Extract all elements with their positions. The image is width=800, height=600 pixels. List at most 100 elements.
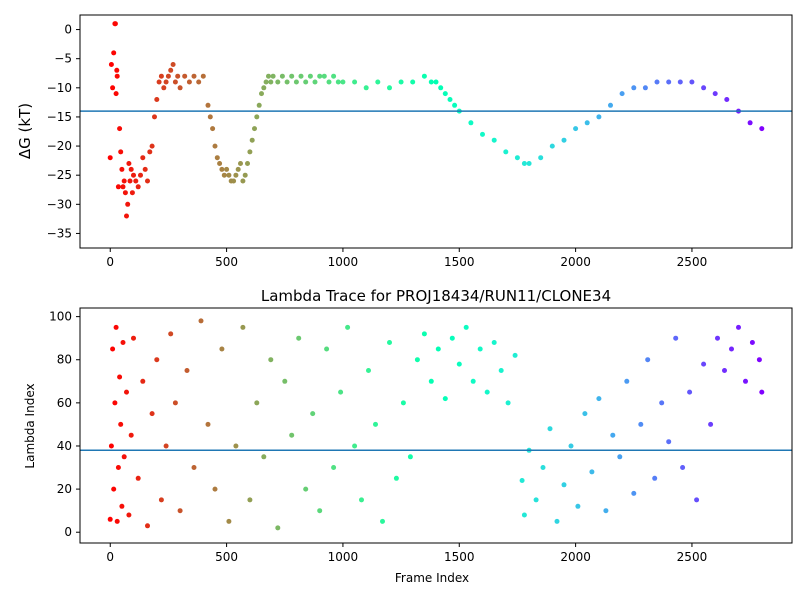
lambda-point	[345, 324, 351, 330]
lambda-point	[659, 400, 665, 406]
lambda-point	[289, 432, 295, 438]
lambda-point	[521, 512, 527, 518]
delta-g-point	[200, 73, 206, 79]
delta-g-point	[177, 85, 183, 91]
delta-g-point	[217, 161, 223, 166]
delta-g-point	[666, 79, 672, 85]
lambda-axes-frame	[79, 307, 793, 544]
lambda-point	[149, 411, 155, 417]
delta-g-x-tick-label: 500	[215, 255, 238, 269]
lambda-point	[736, 324, 741, 330]
lambda-point	[540, 465, 546, 470]
delta-g-point	[135, 184, 141, 190]
delta-g-point	[122, 190, 128, 196]
lambda-point	[694, 497, 700, 503]
delta-g-point	[231, 178, 237, 184]
delta-g-point	[298, 73, 304, 79]
lambda-point	[324, 346, 330, 352]
delta-g-point	[117, 126, 123, 132]
lambda-point	[275, 525, 281, 531]
delta-g-x-tick-label: 2000	[560, 255, 591, 269]
lambda-point	[722, 368, 727, 373]
delta-g-point	[261, 85, 267, 91]
lambda-point	[128, 432, 134, 438]
delta-g-point	[163, 79, 169, 85]
delta-g-point	[326, 79, 332, 85]
lambda-point	[119, 503, 125, 509]
lambda-point	[247, 497, 253, 503]
delta-g-point	[747, 120, 753, 126]
delta-g-point	[108, 62, 114, 67]
lambda-point	[687, 389, 693, 395]
lambda-point	[435, 346, 441, 352]
delta-g-point	[266, 73, 271, 79]
lambda-point	[177, 508, 183, 514]
delta-g-point	[335, 79, 341, 85]
lambda-y-ticks: 0 20 40 60 80 100	[49, 310, 80, 539]
lambda-point	[610, 432, 616, 438]
delta-g-point	[252, 126, 257, 132]
delta-g-point	[129, 190, 135, 196]
lambda-point	[708, 421, 714, 427]
delta-g-point	[521, 161, 527, 166]
lambda-point	[533, 497, 539, 503]
lambda-x-tick-label: 2500	[677, 550, 708, 564]
lambda-point	[421, 331, 427, 337]
lambda-point	[261, 454, 267, 460]
delta-g-point	[107, 155, 113, 161]
delta-g-point	[321, 73, 327, 79]
delta-g-point	[631, 85, 637, 91]
lambda-x-tick-label: 1500	[444, 550, 475, 564]
delta-g-point	[268, 79, 274, 85]
lambda-point	[463, 324, 469, 330]
delta-g-y-tick-label: −30	[47, 197, 72, 211]
lambda-point	[191, 465, 197, 470]
lambda-point	[554, 518, 560, 524]
lambda-point	[120, 340, 126, 345]
lambda-point	[631, 490, 637, 496]
lambda-point	[331, 465, 337, 470]
lambda-point	[645, 357, 651, 363]
delta-g-point	[114, 67, 120, 73]
delta-g-point	[428, 79, 434, 85]
delta-g-y-tick-label: −35	[47, 226, 72, 240]
delta-g-point	[111, 50, 117, 56]
delta-g-point	[170, 62, 176, 67]
lambda-point	[680, 465, 686, 470]
delta-g-point	[154, 97, 160, 102]
delta-g-point	[242, 172, 248, 178]
lambda-y-label: Lambda Index	[23, 383, 37, 468]
lambda-point	[519, 478, 525, 483]
lambda-point	[366, 368, 371, 373]
delta-g-point	[172, 79, 178, 85]
delta-g-point	[284, 79, 290, 85]
delta-g-point	[205, 102, 211, 108]
lambda-point	[749, 340, 755, 345]
delta-g-point	[312, 79, 318, 85]
delta-g-point	[256, 102, 262, 108]
lambda-point	[112, 400, 118, 406]
delta-g-point	[147, 149, 153, 155]
delta-g-point	[503, 149, 509, 155]
lambda-y-tick-label: 40	[57, 439, 72, 453]
lambda-point	[505, 400, 511, 406]
delta-g-y-tick-label: −20	[47, 139, 72, 153]
delta-g-point	[724, 97, 730, 102]
lambda-x-tick-label: 2000	[560, 550, 591, 564]
lambda-point	[547, 426, 553, 432]
delta-g-point	[491, 137, 497, 143]
delta-g-point	[642, 85, 648, 91]
lambda-point	[491, 340, 497, 345]
delta-g-point	[561, 137, 567, 143]
lambda-point	[124, 389, 129, 395]
lambda-points	[107, 318, 765, 531]
delta-g-point	[158, 73, 164, 79]
lambda-point	[589, 469, 595, 475]
delta-g-x-tick-label: 0	[106, 255, 114, 269]
lambda-y-tick-label: 100	[49, 310, 72, 324]
lambda-point	[428, 378, 434, 384]
lambda-point	[596, 396, 602, 402]
lambda-point	[303, 486, 309, 492]
lambda-point	[113, 324, 119, 330]
delta-g-point	[112, 21, 118, 27]
